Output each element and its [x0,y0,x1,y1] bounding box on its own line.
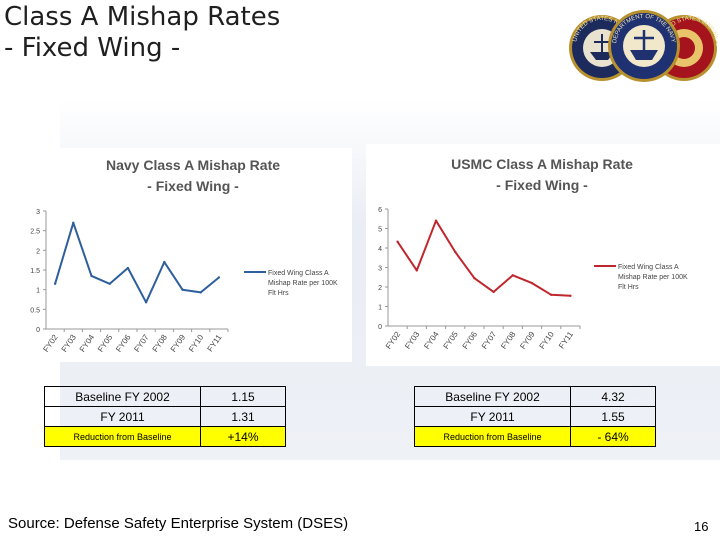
data-point [550,293,553,296]
data-point [199,291,202,294]
reduction-label: Reduction from Baseline [44,426,201,447]
series-line [396,219,571,297]
x-tick-label: FY02 [41,333,60,354]
table-row-highlight: Reduction from Baseline +14% [44,426,286,447]
x-tick-label: FY03 [60,333,79,354]
legend-label: Flt Hrs [618,284,639,291]
legend-label: Fixed Wing Class A [618,264,679,271]
y-tick-label: 2 [378,285,382,292]
y-tick-label: 6 [378,207,382,214]
y-tick-label: 1.5 [30,268,40,275]
reduction-label: Reduction from Baseline [414,426,571,447]
y-tick-label: 2 [36,248,40,255]
x-tick-label: FY11 [206,333,224,354]
source-note: Source: Defense Safety Enterprise System… [8,515,349,532]
data-point [415,269,418,272]
legend-label: Mishap Rate per 100K [618,274,688,281]
legend-label: Fixed Wing Class A [268,270,329,277]
x-tick-label: FY04 [422,330,441,351]
usmc-stats-table: Baseline FY 2002 4.32 FY 2011 1.55 Reduc… [414,386,656,447]
y-tick-label: 2.5 [30,229,40,236]
data-point [90,274,93,278]
y-tick-label: 1 [378,305,382,312]
y-tick-label: 1 [36,288,40,295]
y-tick-label: 3 [378,266,382,273]
usmc-chart-panel: USMC Class A Mishap Rate - Fixed Wing - 0 1… [366,144,720,366]
baseline-value: 1.15 [200,386,286,407]
x-tick-label: FY03 [403,330,422,351]
data-point [72,221,75,224]
current-label: FY 2011 [44,406,201,427]
chart-subtitle: - Fixed Wing - [147,178,239,194]
x-tick-label: FY07 [480,330,499,351]
x-tick-label: FY11 [557,330,575,351]
usmc-chart: USMC Class A Mishap Rate - Fixed Wing - 0 1… [378,156,688,351]
navy-stats-table: Baseline FY 2002 1.15 FY 2011 1.31 Reduc… [44,386,286,447]
data-point [217,276,221,279]
data-point [530,281,534,285]
y-tick-label: 4 [378,246,382,253]
y-tick-label: 0.5 [30,307,40,314]
x-tick-label: FY09 [518,330,537,351]
data-point [163,260,166,264]
x-tick-label: FY08 [499,330,518,351]
current-value: 1.55 [570,406,656,427]
data-point [434,219,438,222]
navy-chart: Navy Class A Mishap Rate - Fixed Wing - 0 0… [30,157,338,354]
table-row: FY 2011 1.55 [414,406,656,427]
baseline-label: Baseline FY 2002 [44,386,201,407]
reduction-value: - 64% [570,426,656,447]
x-tick-label: FY06 [114,333,133,354]
x-tick-label: FY02 [384,330,403,351]
series-line [54,221,220,304]
reduction-value: +14% [200,426,286,447]
data-point [473,277,476,280]
x-tick-label: FY06 [461,330,480,351]
table-row-highlight: Reduction from Baseline - 64% [414,426,656,447]
chart-title: Navy Class A Mishap Rate [106,157,280,173]
x-tick-label: FY07 [132,333,151,354]
slide-title-line2: - Fixed Wing - [4,33,181,63]
page-number: 16 [694,519,709,534]
y-tick-label: 3 [36,209,40,216]
chart-subtitle: - Fixed Wing - [496,177,588,193]
x-tick-label: FY10 [187,333,206,354]
baseline-label: Baseline FY 2002 [414,386,571,407]
table-row: Baseline FY 2002 4.32 [414,386,656,407]
x-tick-label: FY05 [441,330,460,351]
current-label: FY 2011 [414,406,571,427]
data-point [108,282,111,285]
navy-chart-panel: Navy Class A Mishap Rate - Fixed Wing - 0 0… [28,148,352,362]
chart-title: USMC Class A Mishap Rate [451,156,633,172]
x-tick-label: FY05 [96,333,115,354]
data-point [511,274,514,277]
data-point [569,294,572,297]
x-tick-label: FY09 [169,333,188,354]
table-row: FY 2011 1.31 [44,406,286,427]
data-point [126,266,130,270]
y-tick-label: 0 [378,324,382,331]
x-tick-label: FY10 [537,330,556,351]
slide-title-line1: Class A Mishap Rates [4,2,281,32]
don-seal: DEPARTMENT OF THE NAVY [608,10,680,82]
seals-logo: UNITED STATES NAVY UNITED STATES MARINE … [568,6,718,82]
legend-label: Mishap Rate per 100K [268,280,338,287]
data-point [53,282,57,285]
legend-label: Flt Hrs [268,290,289,297]
data-point [181,288,184,291]
y-tick-label: 5 [378,227,382,234]
data-point [144,301,148,304]
data-point [454,250,457,254]
x-tick-label: FY04 [78,333,97,354]
data-point [492,290,495,294]
slide-title: Class A Mishap Rates - Fixed Wing - [4,2,280,64]
table-row: Baseline FY 2002 1.15 [44,386,286,407]
data-point [396,240,399,243]
baseline-value: 4.32 [570,386,656,407]
current-value: 1.31 [200,406,286,427]
x-tick-label: FY08 [151,333,170,354]
y-tick-label: 0 [36,327,40,334]
